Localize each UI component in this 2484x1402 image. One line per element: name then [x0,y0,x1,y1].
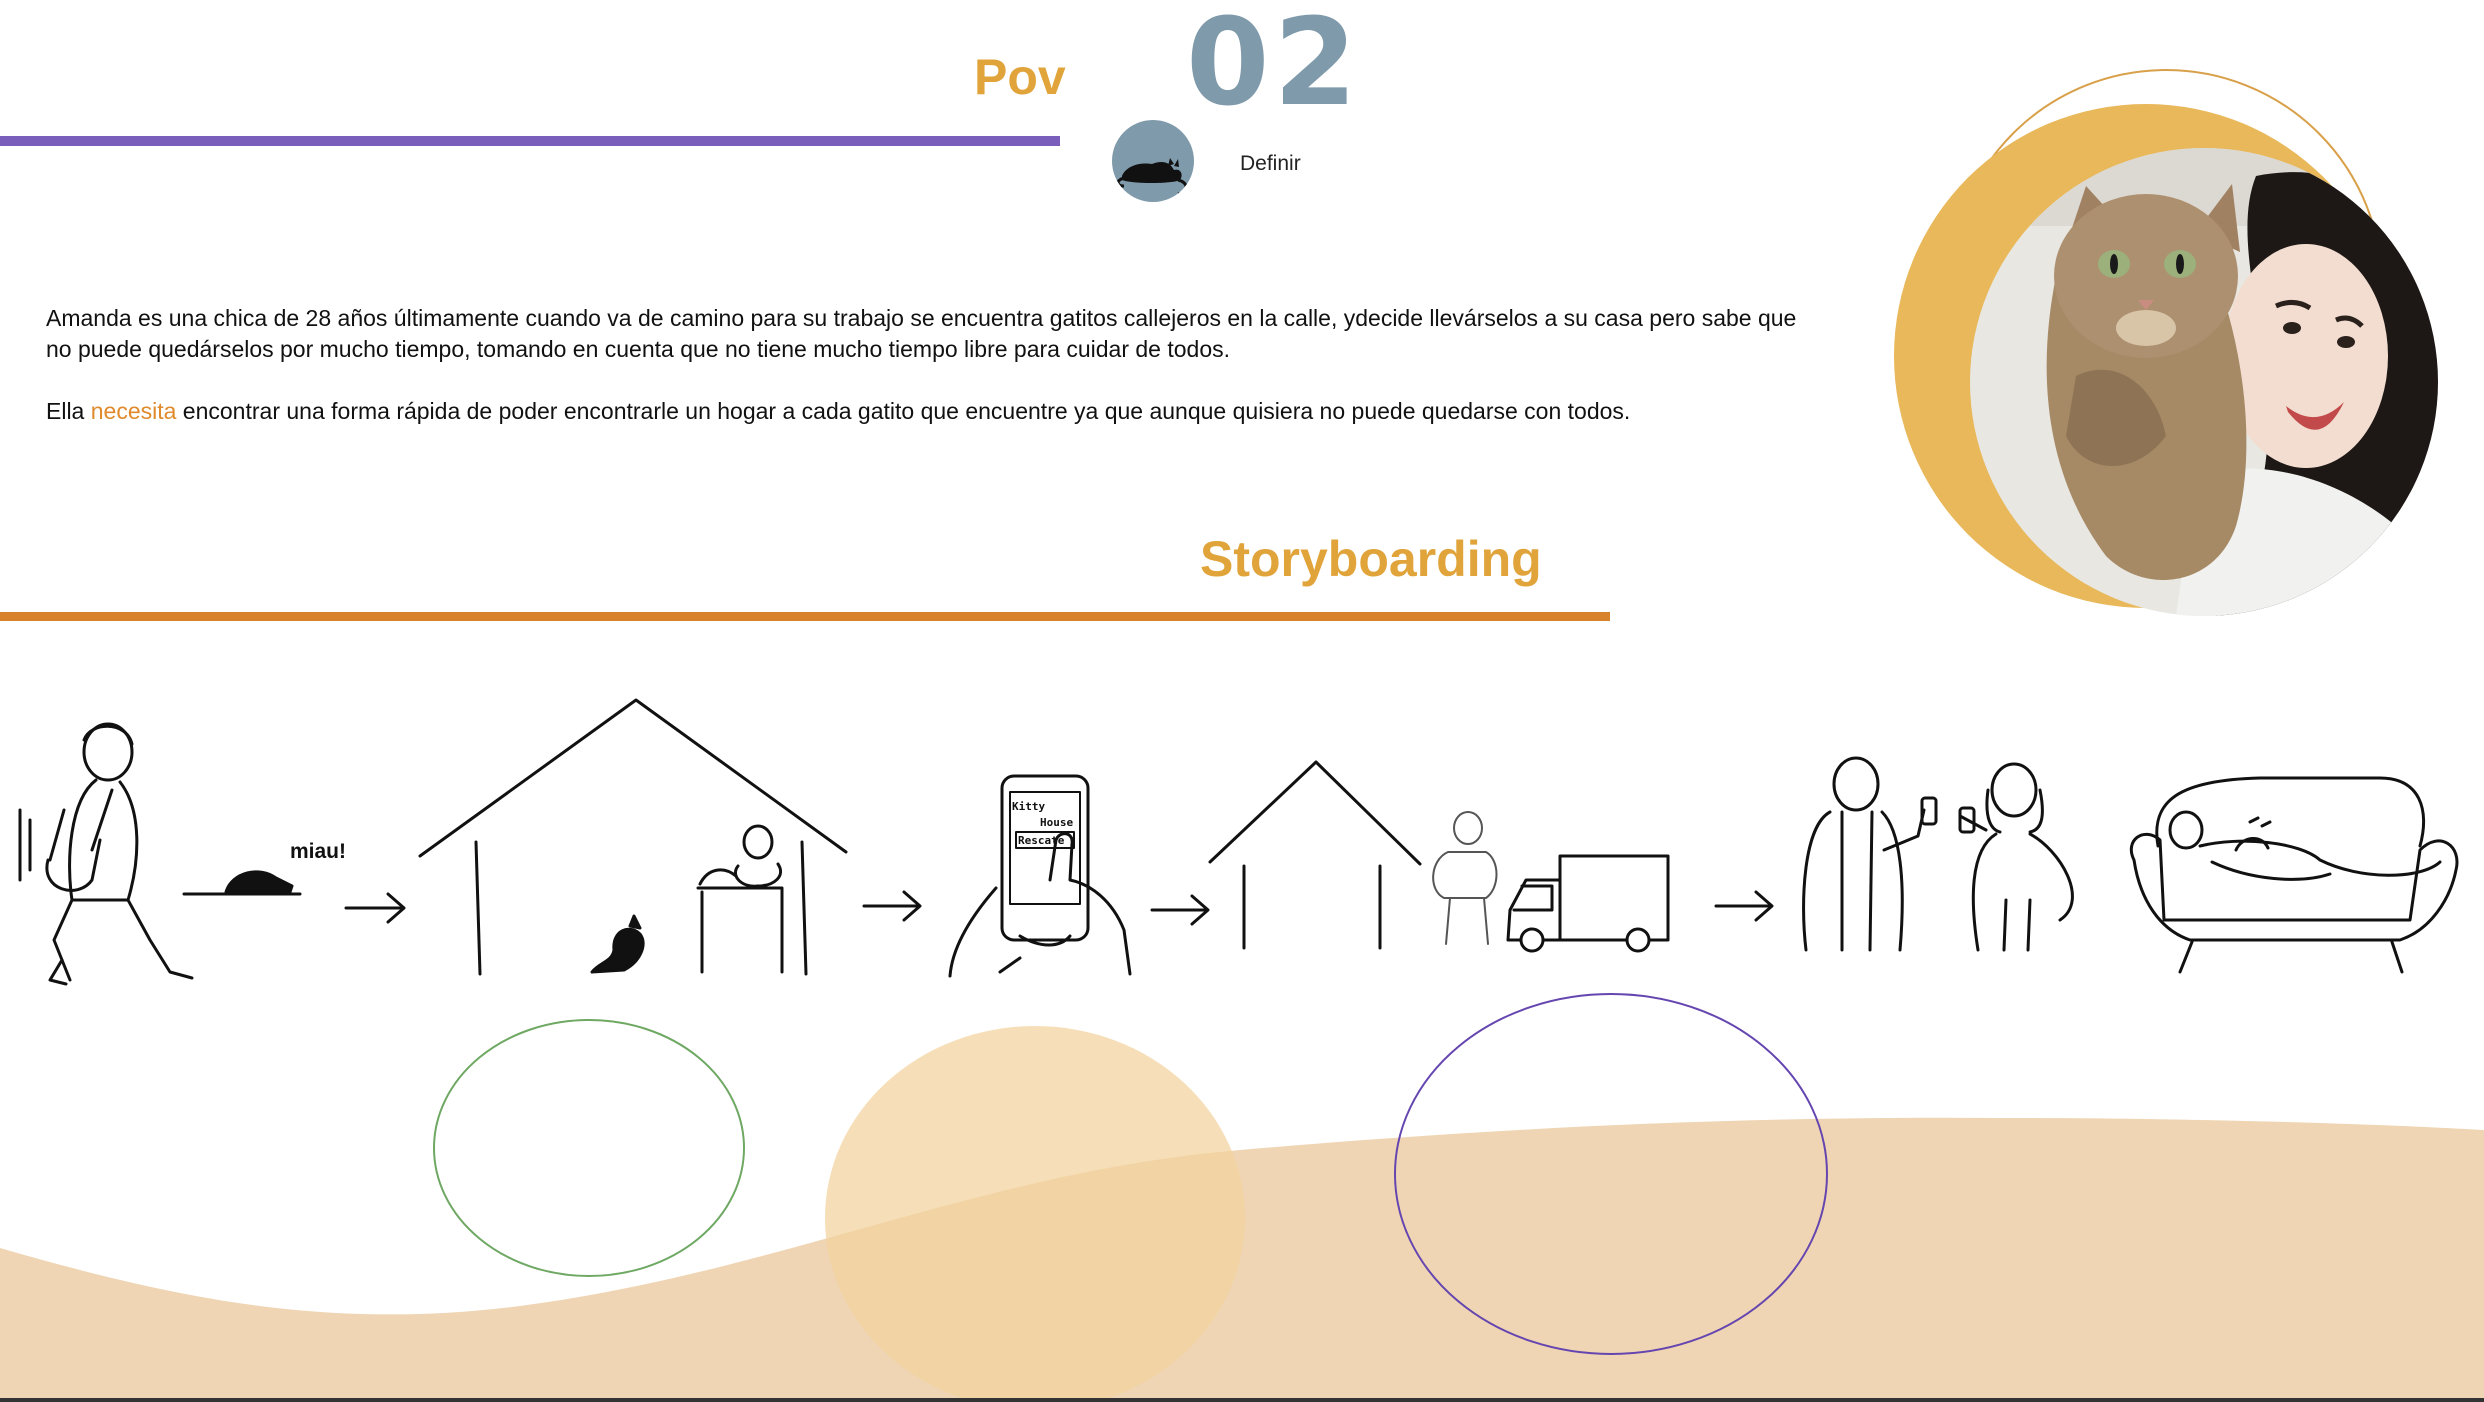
house-illustration [418,698,848,976]
pov-divider [0,136,1060,146]
step-number: 02 [1186,0,1361,133]
meow-speech: miau! [290,840,346,863]
delivery-truck-illustration [1506,854,1670,953]
walking-woman-illustration [18,722,194,986]
green-outline-circle [433,1019,745,1277]
persona-photo [1894,69,2438,616]
purple-outline-circle [1394,993,1828,1355]
arrow-right-icon [862,890,922,922]
lying-cat-illustration [182,870,302,896]
phone-screen-text-2: House [1040,816,1073,829]
pov-title: Pov [974,49,1066,105]
arrow-right-icon [344,892,406,924]
sand-circle [825,1026,1245,1402]
step-label: Definir [1240,152,1301,175]
man-with-cat-illustration [1432,811,1498,945]
small-house-illustration [1208,760,1422,950]
needs-highlight: necesita [90,398,177,424]
bottom-border [0,1398,2484,1402]
phone-app-illustration [948,774,1132,978]
storyboard-strip: miau! Kitty House Rescate [18,698,2459,986]
phone-screen-text-1: Kitty [1012,800,1045,813]
pov-paragraph-2-start: Ella [46,398,91,424]
two-people-illustration [1802,756,2074,952]
pov-paragraph-2-end: encontrar una forma rápida de poder enco… [176,398,1631,424]
pov-paragraph-2: Ella necesita encontrar una forma rápida… [46,396,1826,427]
sleeping-cat-icon [1116,158,1188,196]
storyboard-divider [0,612,1610,621]
sleeping-cat-badge [1112,120,1194,202]
sofa-nap-illustration [2129,776,2459,974]
arrow-right-icon [1714,890,1774,922]
phone-rescue-button: Rescate [1018,834,1065,847]
pov-paragraph-1: Amanda es una chica de 28 años últimamen… [46,305,1797,362]
storyboard-title: Storyboarding [1200,531,1542,587]
arrow-right-icon [1150,894,1210,926]
sand-wave [0,1117,2484,1402]
